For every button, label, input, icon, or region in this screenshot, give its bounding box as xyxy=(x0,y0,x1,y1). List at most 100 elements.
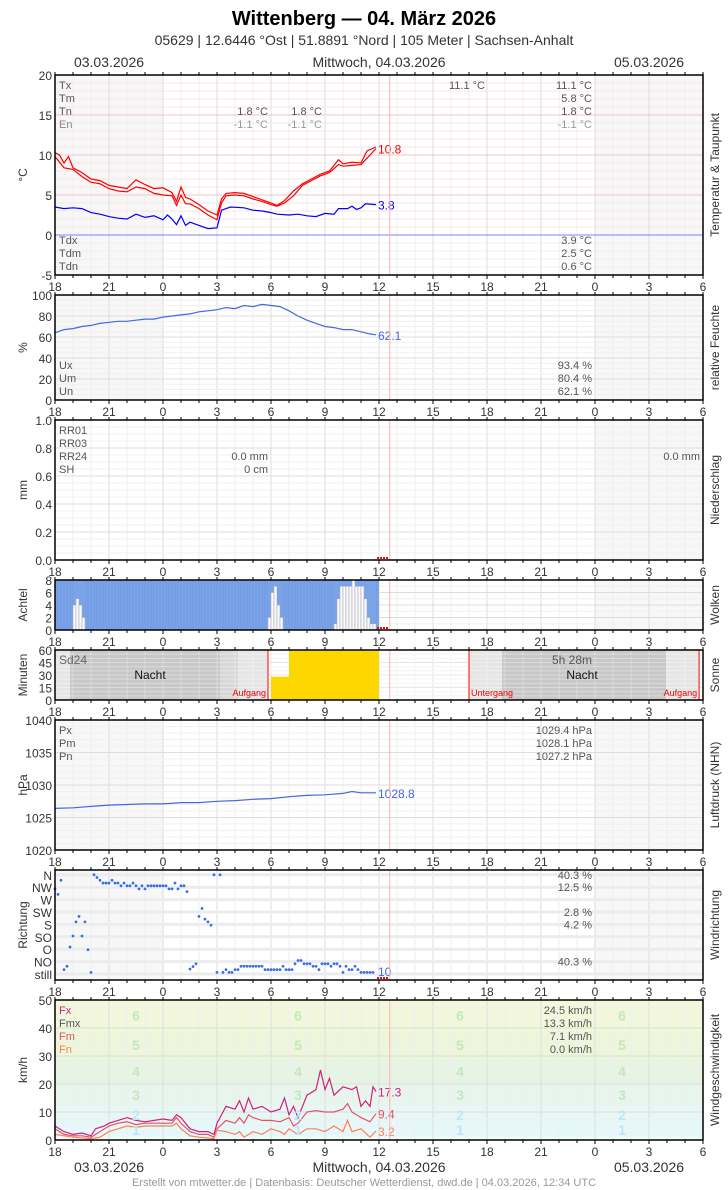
y-tick-label: 40 xyxy=(39,352,53,366)
beaufort-number: 1 xyxy=(132,1122,140,1138)
cloud-bar xyxy=(363,598,368,631)
direction-point xyxy=(245,964,249,968)
beaufort-number: 4 xyxy=(132,1063,140,1079)
x-tick-label: 21 xyxy=(102,565,116,579)
series-end-label: 3.2 xyxy=(378,1125,395,1139)
x-tick-label: 9 xyxy=(322,705,329,719)
direction-point xyxy=(224,968,228,971)
cloud-bar-blue xyxy=(367,580,370,618)
x-tick-label: 21 xyxy=(102,405,116,419)
date-center-top: Mittwoch, 04.03.2026 xyxy=(312,54,445,70)
beaufort-number: 1 xyxy=(456,1122,464,1138)
cloud-bar-blue xyxy=(361,580,364,587)
cloud-bar xyxy=(270,592,275,631)
x-tick-label: 18 xyxy=(480,565,494,579)
cloud-bar-blue xyxy=(343,580,346,587)
cloud-bar xyxy=(351,579,356,631)
y-tick-label: 60 xyxy=(39,644,53,658)
y-tick-label: NW xyxy=(32,881,53,895)
legend-value: 0 cm xyxy=(244,464,268,476)
beaufort-number: 6 xyxy=(456,1007,464,1023)
panel-hum: 0 20 40 60 80 100% relative Feuchte xyxy=(16,289,722,408)
legend-label: Fmx xyxy=(59,1018,81,1030)
x-tick-label: 18 xyxy=(480,855,494,869)
direction-point xyxy=(287,968,291,971)
x-tick-label: 0 xyxy=(592,405,599,419)
date-center-bottom: Mittwoch, 04.03.2026 xyxy=(312,1159,445,1175)
beaufort-number: 3 xyxy=(132,1087,140,1103)
y-tick-label: 6 xyxy=(45,587,52,601)
direction-point xyxy=(329,964,333,968)
direction-point xyxy=(239,964,243,968)
x-tick-label: 9 xyxy=(322,280,329,294)
direction-point xyxy=(290,968,294,971)
direction-point xyxy=(65,964,69,968)
x-tick-label: 18 xyxy=(480,280,494,294)
x-tick-label: 0 xyxy=(160,565,167,579)
legend-value: 62.1 % xyxy=(558,386,592,398)
y-tick-label: 40 xyxy=(39,1022,53,1036)
x-tick-label: 3 xyxy=(646,1145,653,1159)
x-tick-label: 21 xyxy=(534,635,548,649)
beaufort-number: 1 xyxy=(618,1122,626,1138)
series-end-label: 9.4 xyxy=(378,1108,395,1122)
y-tick-label: 5 xyxy=(45,189,52,203)
direction-point xyxy=(203,917,207,921)
x-tick-label: 15 xyxy=(426,705,440,719)
legend-label: Um xyxy=(59,373,76,385)
night-dawn xyxy=(220,650,238,700)
beaufort-number: 2 xyxy=(132,1107,140,1123)
cloud-bar xyxy=(372,623,377,631)
x-tick-label: 15 xyxy=(426,280,440,294)
series-line-wind xyxy=(54,1069,377,1137)
night-label: Nacht xyxy=(134,668,166,682)
x-tick-label: 18 xyxy=(48,1145,62,1159)
date-left-top: 03.03.2026 xyxy=(74,54,144,70)
night-core xyxy=(502,650,667,700)
x-tick-label: 0 xyxy=(160,405,167,419)
cloud-bar xyxy=(345,585,350,631)
x-tick-label: 3 xyxy=(646,985,653,999)
panel-precip: 0.0 0.2 0.4 0.6 0.8 1.0 mm Niederschlag xyxy=(16,414,722,568)
y-tick-label: 100 xyxy=(32,289,52,303)
x-tick-label: 18 xyxy=(48,635,62,649)
direction-point xyxy=(314,964,318,968)
direction-point xyxy=(371,970,375,974)
direction-point xyxy=(347,968,351,971)
y-tick-label: -5 xyxy=(41,269,52,283)
y-tick-label: still xyxy=(35,968,52,982)
cloud-bar xyxy=(339,585,344,631)
x-tick-label: 3 xyxy=(214,855,221,869)
beaufort-number: 5 xyxy=(132,1037,140,1053)
x-tick-label: 0 xyxy=(592,280,599,294)
direction-point xyxy=(134,884,138,888)
legend-label: En xyxy=(59,119,72,131)
x-tick-label: 3 xyxy=(214,280,221,294)
x-tick-label: 6 xyxy=(268,1145,275,1159)
direction-point xyxy=(68,945,72,949)
series-end-label: 3.8 xyxy=(378,199,395,213)
panel-title: Windrichtung xyxy=(708,890,722,960)
direction-point xyxy=(143,887,147,891)
x-tick-label: 18 xyxy=(48,565,62,579)
direction-point xyxy=(155,884,159,888)
cloud-bar xyxy=(342,585,347,631)
direction-point xyxy=(296,959,300,962)
direction-point xyxy=(116,881,120,885)
y-tick-label: 10 xyxy=(39,149,53,163)
cloud-bar-blue xyxy=(340,580,343,587)
cloud-bar-blue xyxy=(370,580,373,624)
x-tick-label: 15 xyxy=(426,1145,440,1159)
direction-point xyxy=(221,970,225,974)
direction-point xyxy=(278,968,282,971)
beaufort-number: 6 xyxy=(294,1007,302,1023)
legend-value: 3.9 °C xyxy=(561,235,592,247)
beaufort-number: 3 xyxy=(618,1087,626,1103)
direction-point xyxy=(251,964,255,968)
x-tick-label: 6 xyxy=(268,565,275,579)
direction-point xyxy=(131,881,135,885)
direction-point xyxy=(263,968,267,971)
x-tick-label: 6 xyxy=(268,635,275,649)
cloud-bar-blue xyxy=(280,580,283,618)
